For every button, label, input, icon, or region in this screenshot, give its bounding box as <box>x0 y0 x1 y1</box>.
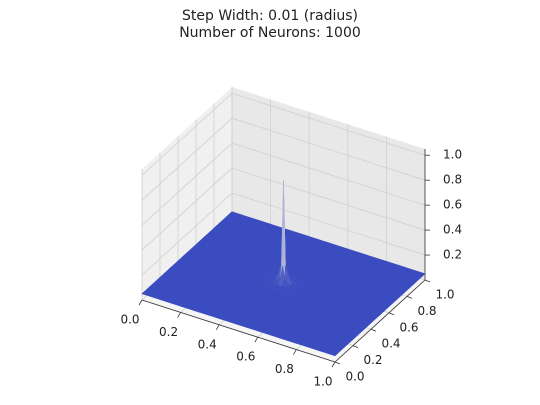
surface-patch <box>315 341 345 357</box>
z-tick-label: 0.4 <box>443 223 462 237</box>
x-tick <box>254 336 259 343</box>
y-tick-label: 0.8 <box>417 304 436 318</box>
y-tick <box>334 361 341 365</box>
x-tick-label: 0.0 <box>120 313 139 327</box>
chart-title: Step Width: 0.01 (radius) <box>182 8 358 24</box>
z-tick-label: 0.8 <box>443 173 462 187</box>
grid-line <box>231 167 426 231</box>
x-tick-label: 0.2 <box>159 325 178 339</box>
y-tick-label: 0.6 <box>399 320 418 334</box>
grid-line <box>141 192 233 276</box>
z-tick-label: 1.0 <box>443 148 462 162</box>
grid-line <box>141 167 233 251</box>
x-tick <box>177 312 181 318</box>
y-tick-label: 0.0 <box>345 370 364 384</box>
x-tick-label: 1.0 <box>313 375 332 389</box>
x-tick <box>331 361 336 368</box>
y-tick <box>406 296 413 299</box>
y-tick <box>388 312 395 316</box>
grid-line <box>231 92 426 156</box>
y-tick <box>424 279 431 283</box>
grid-line <box>141 92 233 176</box>
grid-line <box>141 117 233 201</box>
y-tick <box>352 345 359 348</box>
y-axis <box>334 279 426 363</box>
chart-subtitle: Number of Neurons: 1000 <box>179 25 361 41</box>
x-axis <box>141 299 336 363</box>
x-tick-label: 0.8 <box>275 362 294 376</box>
grid-line <box>231 142 426 206</box>
pane-left <box>142 87 232 300</box>
grid-line <box>141 142 233 226</box>
x-tick <box>215 324 220 331</box>
x-tick-label: 0.4 <box>198 337 217 351</box>
y-tick-label: 1.0 <box>435 288 454 302</box>
y-tick-label: 0.2 <box>363 353 382 367</box>
x-tick <box>293 349 297 355</box>
z-tick-label: 0.6 <box>443 198 462 212</box>
y-tick <box>370 328 377 332</box>
grid-line <box>231 117 426 181</box>
y-tick-label: 0.4 <box>381 337 400 351</box>
z-tick-label: 0.2 <box>443 248 462 262</box>
grid-line <box>231 192 426 256</box>
x-tick-label: 0.6 <box>236 350 255 364</box>
x-tick <box>138 299 143 306</box>
